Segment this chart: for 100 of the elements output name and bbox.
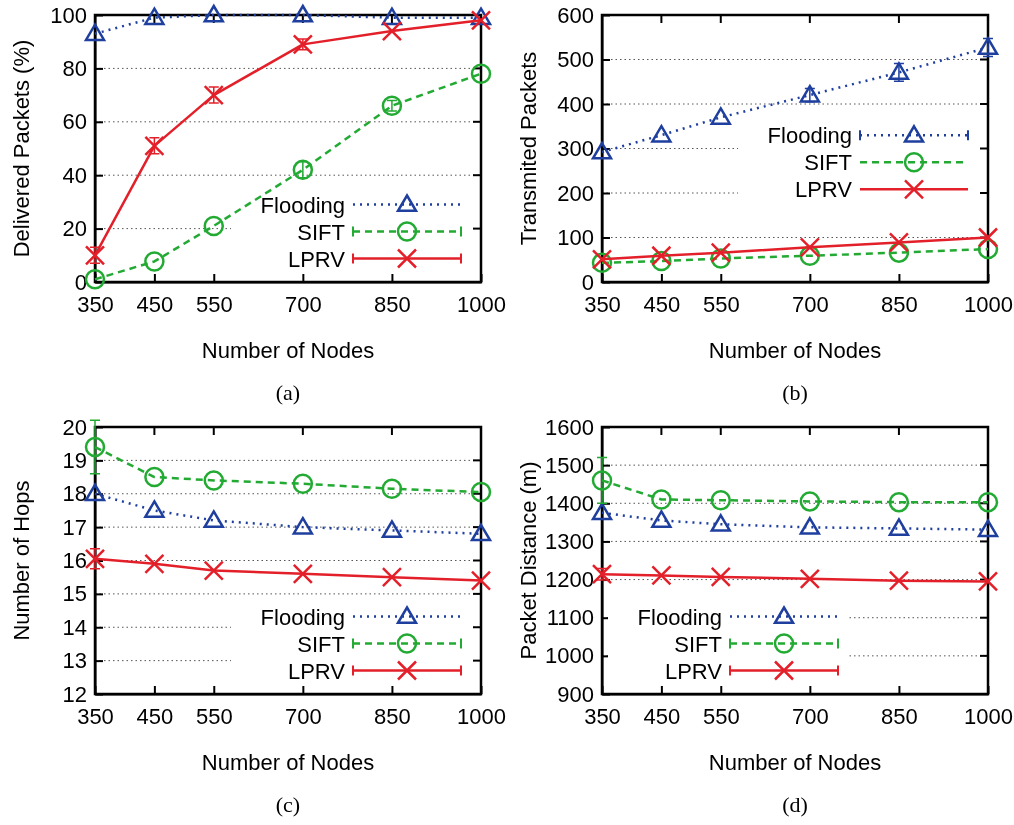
text: (b) xyxy=(782,380,808,405)
x-tick-label: 450 xyxy=(643,291,681,317)
point xyxy=(203,84,225,106)
y-tick-label: 20 xyxy=(62,414,87,440)
y-tick-label: 100 xyxy=(557,225,594,251)
point xyxy=(470,523,492,542)
legend-label: Flooding xyxy=(260,604,345,630)
x-tick-label: 1000 xyxy=(457,703,506,729)
y-tick-label: 1600 xyxy=(545,414,594,440)
point xyxy=(292,34,314,55)
y-tick-label: 1300 xyxy=(545,528,594,554)
point xyxy=(977,491,999,513)
y-tick-label: 13 xyxy=(62,648,87,674)
point xyxy=(144,500,165,518)
point xyxy=(144,553,165,575)
text: (c) xyxy=(275,792,301,817)
text: (a) xyxy=(275,380,301,405)
x-tick-label: 550 xyxy=(195,291,233,317)
y-tick-label: 40 xyxy=(62,162,87,188)
point xyxy=(591,141,613,160)
point xyxy=(84,548,106,570)
point xyxy=(470,63,492,84)
y-tick-label: 400 xyxy=(557,91,594,117)
point xyxy=(710,107,732,125)
x-tick-label: 850 xyxy=(374,291,411,317)
y-tick-label: 14 xyxy=(62,614,87,640)
point xyxy=(710,514,732,532)
legend-label: Flooding xyxy=(637,604,722,630)
point xyxy=(203,470,225,491)
y-tick-label: 19 xyxy=(62,447,87,473)
point xyxy=(292,516,314,535)
y-tick-label: 100 xyxy=(50,2,87,28)
point xyxy=(292,473,314,494)
x-tick-label: 850 xyxy=(881,291,918,317)
x-tick-label: 550 xyxy=(702,703,740,729)
point xyxy=(799,491,821,512)
y-tick-label: 500 xyxy=(557,47,594,73)
y-axis-title: Packet Distance (m) xyxy=(516,461,541,660)
point xyxy=(710,242,732,263)
x-tick-label: 450 xyxy=(136,291,174,317)
legend-label: LPRV xyxy=(287,658,346,684)
point xyxy=(470,10,492,31)
point xyxy=(381,566,403,588)
y-tick-label: 15 xyxy=(62,581,87,607)
legend-label: LPRV xyxy=(794,177,853,203)
point xyxy=(977,571,999,592)
point xyxy=(977,227,999,248)
point xyxy=(381,20,403,42)
x-axis-title: Number of Nodes xyxy=(201,338,375,363)
point xyxy=(381,478,403,499)
x-tick-label: 700 xyxy=(791,703,829,729)
x-tick-label: 450 xyxy=(136,703,174,729)
point xyxy=(292,4,314,23)
point xyxy=(84,436,106,458)
y-tick-label: 300 xyxy=(557,136,594,162)
point xyxy=(470,570,492,591)
point xyxy=(144,466,165,488)
y-tick-label: 1500 xyxy=(545,452,594,478)
legend-label: LPRV xyxy=(287,246,346,272)
point xyxy=(888,232,910,253)
point xyxy=(888,491,910,513)
point xyxy=(710,489,732,511)
x-tick-label: 850 xyxy=(374,703,411,729)
point xyxy=(292,159,314,181)
point xyxy=(292,563,314,585)
point xyxy=(591,470,613,491)
legend-label: SIFT xyxy=(674,631,722,657)
point xyxy=(977,519,999,538)
y-tick-label: 80 xyxy=(62,55,87,81)
legend-label: SIFT xyxy=(297,219,345,245)
point xyxy=(591,563,613,585)
x-axis-title: Number of Nodes xyxy=(201,750,375,775)
point xyxy=(651,245,672,266)
legend-label: SIFT xyxy=(804,150,852,176)
y-tick-label: 1100 xyxy=(546,605,594,631)
x-tick-label: 550 xyxy=(195,703,233,729)
x-tick-label: 850 xyxy=(881,703,918,729)
x-axis-title: Number of Nodes xyxy=(708,338,882,363)
point xyxy=(144,251,165,272)
x-axis-title: Number of Nodes xyxy=(708,750,882,775)
point xyxy=(651,510,672,528)
x-tick-label: 1000 xyxy=(457,291,506,317)
point xyxy=(84,483,106,502)
legend-label: Flooding xyxy=(767,123,852,149)
text: (d) xyxy=(782,792,808,817)
y-tick-label: 1000 xyxy=(545,643,594,669)
point xyxy=(84,269,106,290)
point xyxy=(591,502,613,521)
x-tick-label: 1000 xyxy=(964,291,1013,317)
y-axis-title: Number of Hops xyxy=(9,480,34,641)
point xyxy=(651,565,672,586)
legend-label: LPRV xyxy=(664,658,723,684)
point xyxy=(144,7,165,26)
point xyxy=(84,245,106,266)
point xyxy=(381,520,403,539)
point xyxy=(651,489,672,510)
x-tick-label: 700 xyxy=(284,703,322,729)
point xyxy=(651,124,672,143)
y-tick-label: 1200 xyxy=(545,567,594,593)
x-tick-label: 550 xyxy=(702,291,740,317)
